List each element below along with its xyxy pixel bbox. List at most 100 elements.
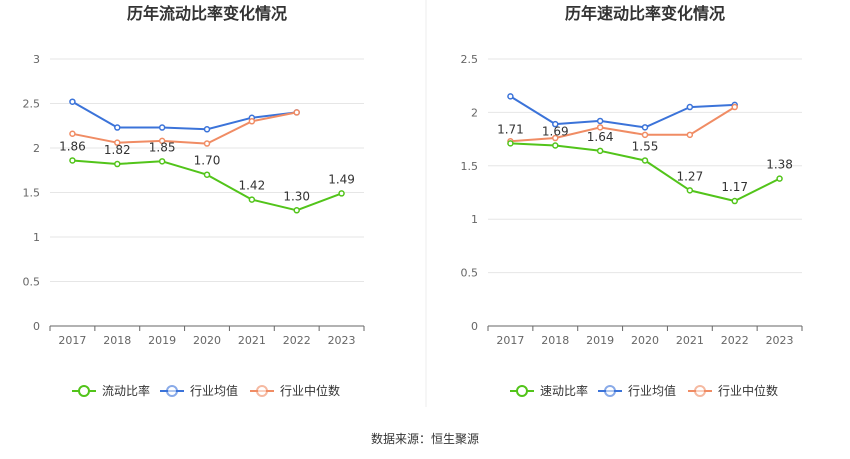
chart-title: 历年速动比率变化情况	[565, 4, 725, 23]
data-point[interactable]	[203, 171, 211, 178]
series-速动比率	[507, 140, 783, 205]
data-point[interactable]	[596, 124, 604, 131]
series-line	[72, 111, 297, 145]
chart-title: 历年流动比率变化情况	[127, 4, 287, 23]
legend-item[interactable]: 行业中位数	[688, 383, 778, 398]
data-point[interactable]	[731, 197, 738, 205]
legend-label: 行业均值	[190, 383, 238, 398]
data-label: 1.27	[676, 169, 703, 183]
data-label: 1.17	[721, 180, 748, 194]
data-label: 1.70	[194, 154, 221, 168]
source-note: 数据来源：恒生聚源	[371, 431, 479, 446]
data-point[interactable]	[248, 196, 256, 203]
legend-marker	[256, 385, 268, 397]
legend-item[interactable]: 行业均值	[160, 383, 238, 398]
x-tick-label: 2023	[766, 334, 794, 347]
data-point[interactable]	[203, 140, 211, 147]
legend-item[interactable]: 流动比率	[72, 383, 150, 398]
x-tick-label: 2023	[328, 334, 356, 347]
y-tick-label: 2	[471, 106, 478, 119]
data-label: 1.30	[283, 189, 310, 203]
x-tick-label: 2022	[721, 334, 749, 347]
legend-item[interactable]: 行业中位数	[250, 383, 340, 398]
data-point[interactable]	[552, 120, 559, 128]
y-tick-label: 0.5	[23, 276, 41, 289]
data-point[interactable]	[69, 157, 76, 164]
x-tick-label: 2019	[148, 334, 176, 347]
data-label: 1.86	[59, 139, 86, 153]
data-point[interactable]	[114, 160, 121, 168]
data-point[interactable]	[158, 158, 166, 165]
data-label: 1.82	[104, 143, 131, 157]
legend-marker	[166, 385, 178, 397]
data-label: 1.85	[149, 140, 176, 154]
data-point[interactable]	[686, 131, 694, 139]
legend-marker	[604, 385, 616, 397]
data-point[interactable]	[686, 187, 694, 194]
data-point[interactable]	[507, 93, 514, 100]
data-point[interactable]	[776, 175, 783, 182]
x-tick-label: 2019	[586, 334, 614, 347]
legend-marker	[516, 385, 528, 397]
series-行业均值	[69, 98, 300, 133]
y-tick-label: 1.5	[23, 187, 41, 200]
series-line	[510, 106, 736, 143]
data-point[interactable]	[293, 207, 300, 214]
legend-marker	[694, 385, 706, 397]
data-point[interactable]	[158, 124, 166, 131]
legend-label: 行业中位数	[280, 383, 340, 398]
data-point[interactable]	[641, 124, 649, 131]
chart-2: 历年速动比率变化情况 0 0.5 1 1.5 2 2.5 2017 2018 2019 2020 20…	[461, 4, 803, 398]
y-tick-label: 1.5	[461, 160, 479, 173]
series-行业均值	[507, 93, 738, 131]
data-label: 1.49	[328, 172, 355, 186]
x-tick-label: 2020	[193, 334, 221, 347]
data-point[interactable]	[552, 134, 559, 142]
data-point[interactable]	[203, 126, 211, 133]
chart-1: 历年流动比率变化情况 0 0.5 1 1.5 2 2.5 3 2017 2018 2019 2020 2…	[23, 4, 365, 398]
data-point[interactable]	[114, 139, 121, 146]
y-tick-label: 2	[33, 142, 40, 155]
legend-item[interactable]: 速动比率	[510, 383, 588, 398]
data-point[interactable]	[731, 103, 738, 111]
data-point[interactable]	[641, 157, 649, 164]
x-tick-label: 2020	[631, 334, 659, 347]
y-tick-label: 2.5	[23, 98, 41, 111]
y-tick-label: 3	[33, 53, 40, 66]
data-point[interactable]	[293, 109, 300, 116]
data-point[interactable]	[641, 131, 649, 139]
data-point[interactable]	[552, 142, 559, 149]
x-tick-label: 2021	[676, 334, 704, 347]
data-point[interactable]	[158, 137, 166, 145]
data-label: 1.38	[766, 158, 793, 172]
y-tick-label: 0	[33, 320, 40, 333]
data-point[interactable]	[338, 190, 345, 197]
y-tick-label: 0	[471, 320, 478, 333]
x-tick-label: 2017	[58, 334, 86, 347]
legend-label: 流动比率	[102, 383, 150, 398]
y-tick-label: 2.5	[461, 53, 479, 66]
legend-label: 行业均值	[628, 383, 676, 398]
legend-label: 行业中位数	[718, 383, 778, 398]
x-tick-label: 2022	[283, 334, 311, 347]
y-tick-label: 1	[33, 231, 40, 244]
data-point[interactable]	[114, 124, 121, 131]
legend-label: 速动比率	[540, 383, 588, 398]
x-tick-label: 2017	[496, 334, 524, 347]
x-tick-label: 2018	[541, 334, 569, 347]
data-point[interactable]	[596, 117, 604, 125]
series-流动比率	[69, 157, 345, 214]
data-point[interactable]	[69, 130, 76, 138]
data-point[interactable]	[507, 140, 514, 147]
data-point[interactable]	[248, 118, 256, 125]
y-tick-label: 1	[471, 213, 478, 226]
series-line	[509, 95, 735, 129]
x-tick-label: 2018	[103, 334, 131, 347]
data-point[interactable]	[69, 98, 76, 105]
data-point[interactable]	[686, 103, 694, 111]
legend-marker	[78, 385, 90, 397]
legend-item[interactable]: 行业均值	[598, 383, 676, 398]
data-point[interactable]	[596, 147, 604, 155]
